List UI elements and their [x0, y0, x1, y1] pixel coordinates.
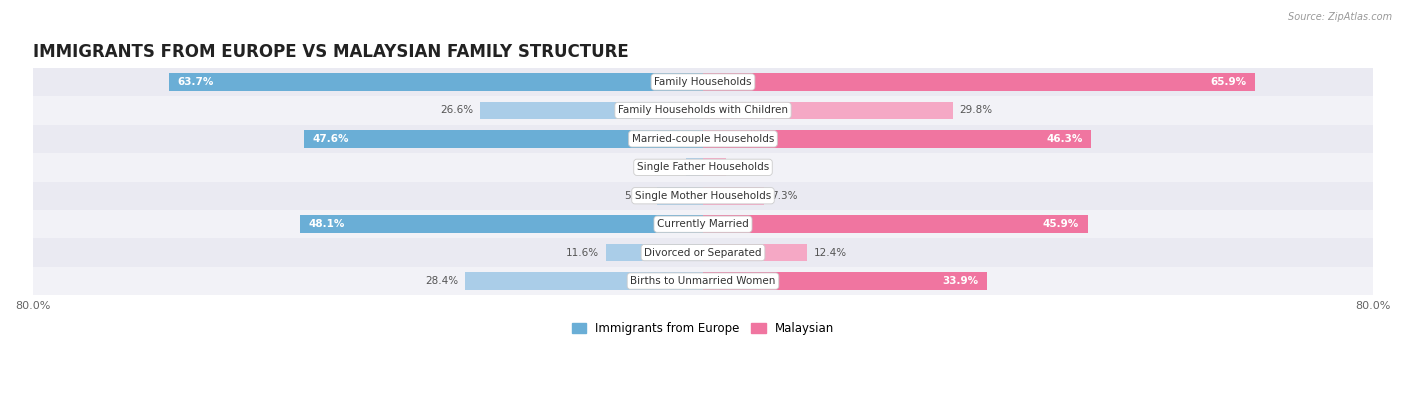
- Bar: [703, 187, 765, 205]
- Text: Divorced or Separated: Divorced or Separated: [644, 248, 762, 258]
- Text: Married-couple Households: Married-couple Households: [631, 134, 775, 144]
- Text: 2.7%: 2.7%: [733, 162, 759, 172]
- Bar: [703, 272, 987, 290]
- Text: Single Mother Households: Single Mother Households: [636, 191, 770, 201]
- Legend: Immigrants from Europe, Malaysian: Immigrants from Europe, Malaysian: [567, 317, 839, 339]
- Bar: [32, 68, 1374, 96]
- Text: 33.9%: 33.9%: [942, 276, 979, 286]
- Text: 5.5%: 5.5%: [624, 191, 650, 201]
- Bar: [703, 215, 1088, 233]
- Text: 63.7%: 63.7%: [177, 77, 214, 87]
- Text: IMMIGRANTS FROM EUROPE VS MALAYSIAN FAMILY STRUCTURE: IMMIGRANTS FROM EUROPE VS MALAYSIAN FAMI…: [32, 43, 628, 61]
- Bar: [703, 244, 807, 261]
- Bar: [32, 210, 1374, 239]
- Text: 46.3%: 46.3%: [1046, 134, 1083, 144]
- Bar: [299, 215, 703, 233]
- Bar: [703, 73, 1256, 91]
- Bar: [304, 130, 703, 148]
- Text: Source: ZipAtlas.com: Source: ZipAtlas.com: [1288, 12, 1392, 22]
- Text: 29.8%: 29.8%: [959, 105, 993, 115]
- Text: 26.6%: 26.6%: [440, 105, 474, 115]
- Bar: [703, 130, 1091, 148]
- Text: 48.1%: 48.1%: [308, 219, 344, 229]
- Bar: [479, 102, 703, 119]
- Bar: [686, 158, 703, 176]
- Text: 2.0%: 2.0%: [654, 162, 679, 172]
- Bar: [32, 96, 1374, 125]
- Text: Single Father Households: Single Father Households: [637, 162, 769, 172]
- Text: 47.6%: 47.6%: [312, 134, 349, 144]
- Text: 7.3%: 7.3%: [770, 191, 797, 201]
- Bar: [169, 73, 703, 91]
- Text: Currently Married: Currently Married: [657, 219, 749, 229]
- Bar: [465, 272, 703, 290]
- Bar: [703, 158, 725, 176]
- Bar: [32, 239, 1374, 267]
- Bar: [703, 102, 953, 119]
- Bar: [32, 182, 1374, 210]
- Text: 28.4%: 28.4%: [425, 276, 458, 286]
- Bar: [657, 187, 703, 205]
- Text: 45.9%: 45.9%: [1043, 219, 1080, 229]
- Text: 65.9%: 65.9%: [1211, 77, 1247, 87]
- Bar: [32, 125, 1374, 153]
- Text: Family Households with Children: Family Households with Children: [619, 105, 787, 115]
- Bar: [32, 153, 1374, 182]
- Text: 12.4%: 12.4%: [814, 248, 846, 258]
- Text: Births to Unmarried Women: Births to Unmarried Women: [630, 276, 776, 286]
- Bar: [606, 244, 703, 261]
- Text: Family Households: Family Households: [654, 77, 752, 87]
- Text: 11.6%: 11.6%: [567, 248, 599, 258]
- Bar: [32, 267, 1374, 295]
